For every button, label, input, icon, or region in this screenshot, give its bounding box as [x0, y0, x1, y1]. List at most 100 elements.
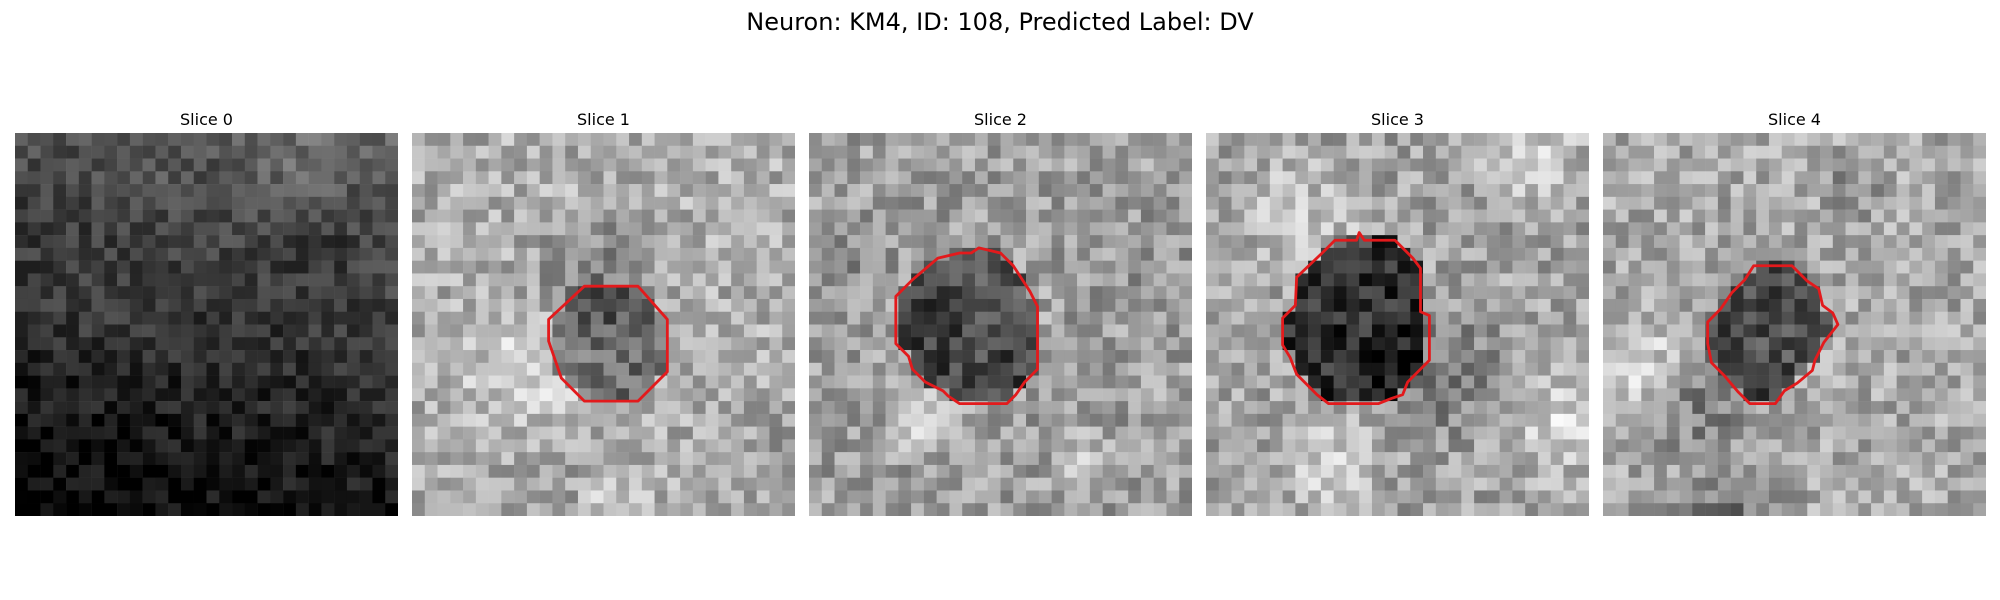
image-pixel — [834, 324, 848, 338]
image-pixel — [412, 260, 426, 274]
image-pixel — [1832, 286, 1846, 300]
image-pixel — [1922, 171, 1936, 185]
image-pixel — [206, 158, 220, 172]
image-pixel — [1871, 286, 1885, 300]
image-pixel — [1064, 388, 1078, 402]
image-pixel — [1934, 145, 1948, 159]
image-pixel — [117, 247, 131, 261]
image-pixel — [1896, 490, 1910, 504]
image-pixel — [1820, 286, 1834, 300]
image-pixel — [1896, 311, 1910, 325]
image-pixel — [1858, 401, 1872, 415]
image-pixel — [206, 324, 220, 338]
image-pixel — [756, 362, 770, 376]
image-pixel — [1909, 273, 1923, 287]
image-pixel — [1435, 375, 1449, 389]
image-pixel — [1077, 388, 1091, 402]
image-pixel — [885, 145, 899, 159]
image-pixel — [1973, 196, 1986, 210]
image-pixel — [834, 273, 848, 287]
image-pixel — [1295, 158, 1309, 172]
image-pixel — [1743, 324, 1757, 338]
image-pixel — [424, 184, 438, 198]
image-pixel — [359, 286, 373, 300]
image-pixel — [283, 401, 297, 415]
image-pixel — [782, 477, 795, 491]
image-pixel — [1537, 490, 1551, 504]
image-pixel — [257, 452, 271, 466]
image-pixel — [1000, 426, 1014, 440]
slice-image — [1206, 133, 1589, 516]
image-pixel — [104, 133, 118, 147]
image-pixel — [565, 260, 579, 274]
image-pixel — [962, 196, 976, 210]
image-pixel — [385, 490, 398, 504]
image-pixel — [257, 298, 271, 312]
image-pixel — [372, 401, 386, 415]
image-pixel — [1153, 286, 1167, 300]
image-pixel — [898, 452, 912, 466]
image-pixel — [1435, 209, 1449, 223]
image-pixel — [1615, 158, 1629, 172]
image-pixel — [1089, 196, 1103, 210]
image-pixel — [1244, 196, 1258, 210]
image-pixel — [1166, 401, 1180, 415]
image-pixel — [1705, 145, 1719, 159]
image-pixel — [1525, 158, 1539, 172]
image-pixel — [1960, 388, 1974, 402]
image-pixel — [412, 439, 426, 453]
image-pixel — [1871, 209, 1885, 223]
image-pixel — [53, 426, 67, 440]
image-pixel — [911, 158, 925, 172]
image-pixel — [756, 464, 770, 478]
image-pixel — [1486, 235, 1500, 249]
image-pixel — [104, 235, 118, 249]
image-pixel — [1371, 439, 1385, 453]
image-pixel — [577, 196, 591, 210]
image-pixel — [168, 184, 182, 198]
image-pixel — [27, 311, 41, 325]
image-pixel — [514, 260, 528, 274]
image-pixel — [1026, 184, 1040, 198]
image-pixel — [1615, 298, 1629, 312]
image-pixel — [1474, 388, 1488, 402]
image-pixel — [1282, 388, 1296, 402]
image-pixel — [1448, 196, 1462, 210]
image-pixel — [1705, 464, 1719, 478]
image-pixel — [450, 439, 464, 453]
image-pixel — [1794, 401, 1808, 415]
image-pixel — [1743, 439, 1757, 453]
image-pixel — [552, 464, 566, 478]
image-pixel — [590, 388, 604, 402]
image-pixel — [1603, 464, 1617, 478]
image-pixel — [539, 260, 553, 274]
image-pixel — [1743, 209, 1757, 223]
image-pixel — [1231, 145, 1245, 159]
image-pixel — [15, 158, 29, 172]
image-pixel — [1717, 196, 1731, 210]
image-pixel — [514, 247, 528, 261]
image-pixel — [1858, 298, 1872, 312]
image-pixel — [321, 209, 335, 223]
image-pixel — [180, 350, 194, 364]
image-pixel — [692, 401, 706, 415]
image-pixel — [1410, 158, 1424, 172]
image-pixel — [898, 145, 912, 159]
image-pixel — [705, 452, 719, 466]
image-pixel — [923, 324, 937, 338]
image-pixel — [1397, 503, 1411, 516]
image-pixel — [463, 337, 477, 351]
image-pixel — [885, 184, 899, 198]
image-pixel — [1794, 235, 1808, 249]
image-pixel — [1257, 439, 1271, 453]
image-pixel — [1820, 439, 1834, 453]
image-pixel — [1038, 401, 1052, 415]
image-pixel — [1973, 503, 1986, 516]
image-pixel — [1525, 171, 1539, 185]
image-pixel — [1499, 158, 1513, 172]
image-pixel — [283, 413, 297, 427]
image-pixel — [1461, 401, 1475, 415]
image-pixel — [488, 158, 502, 172]
image-pixel — [1781, 273, 1795, 287]
image-pixel — [718, 260, 732, 274]
